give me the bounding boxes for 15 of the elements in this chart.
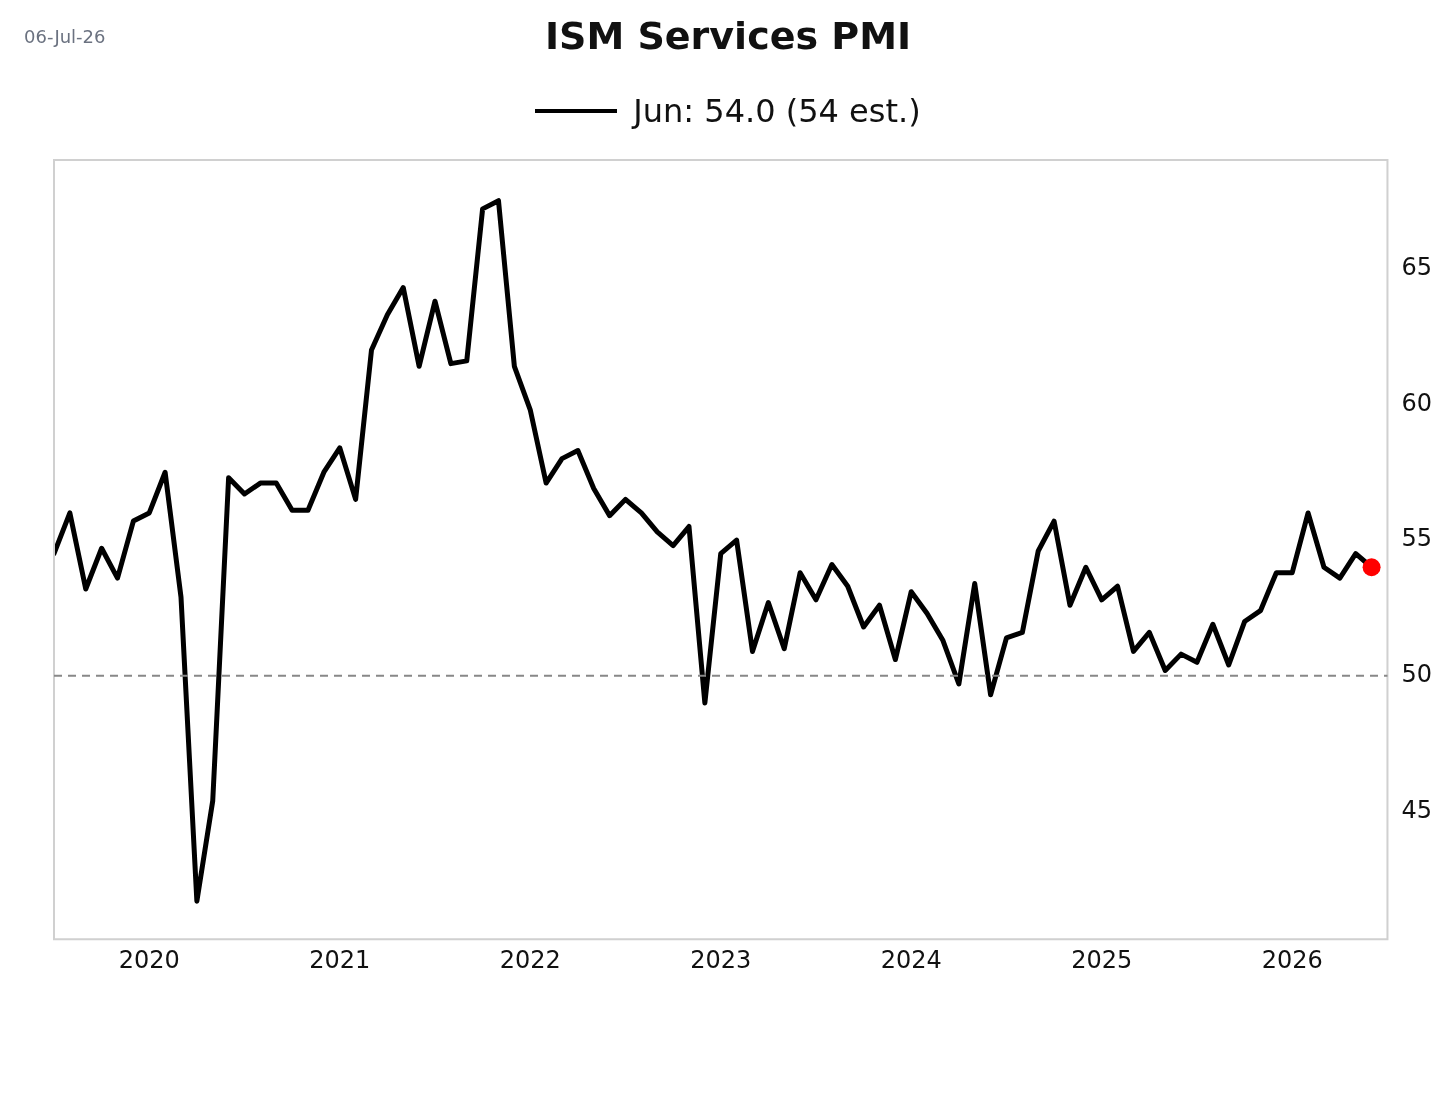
- x-tick-label: 2022: [499, 945, 561, 974]
- x-tick-label: 2025: [1071, 945, 1133, 974]
- y-tick-label: 55: [1401, 524, 1433, 553]
- x-tick-label: 2020: [118, 945, 180, 974]
- x-tick-label: 2021: [309, 945, 371, 974]
- y-tick-label: 65: [1401, 252, 1433, 281]
- y-tick-label: 45: [1401, 795, 1433, 824]
- legend-label: Jun: 54.0 (54 est.): [633, 92, 921, 130]
- chart-title: ISM Services PMI: [544, 14, 912, 58]
- text: 06-Jul-26: [24, 26, 106, 47]
- y-tick-label: 50: [1401, 660, 1433, 689]
- x-tick-label: 2023: [690, 945, 752, 974]
- x-tick-label: 2024: [880, 945, 942, 974]
- x-tick-label: 2026: [1261, 945, 1323, 974]
- y-tick-label: 60: [1401, 388, 1433, 417]
